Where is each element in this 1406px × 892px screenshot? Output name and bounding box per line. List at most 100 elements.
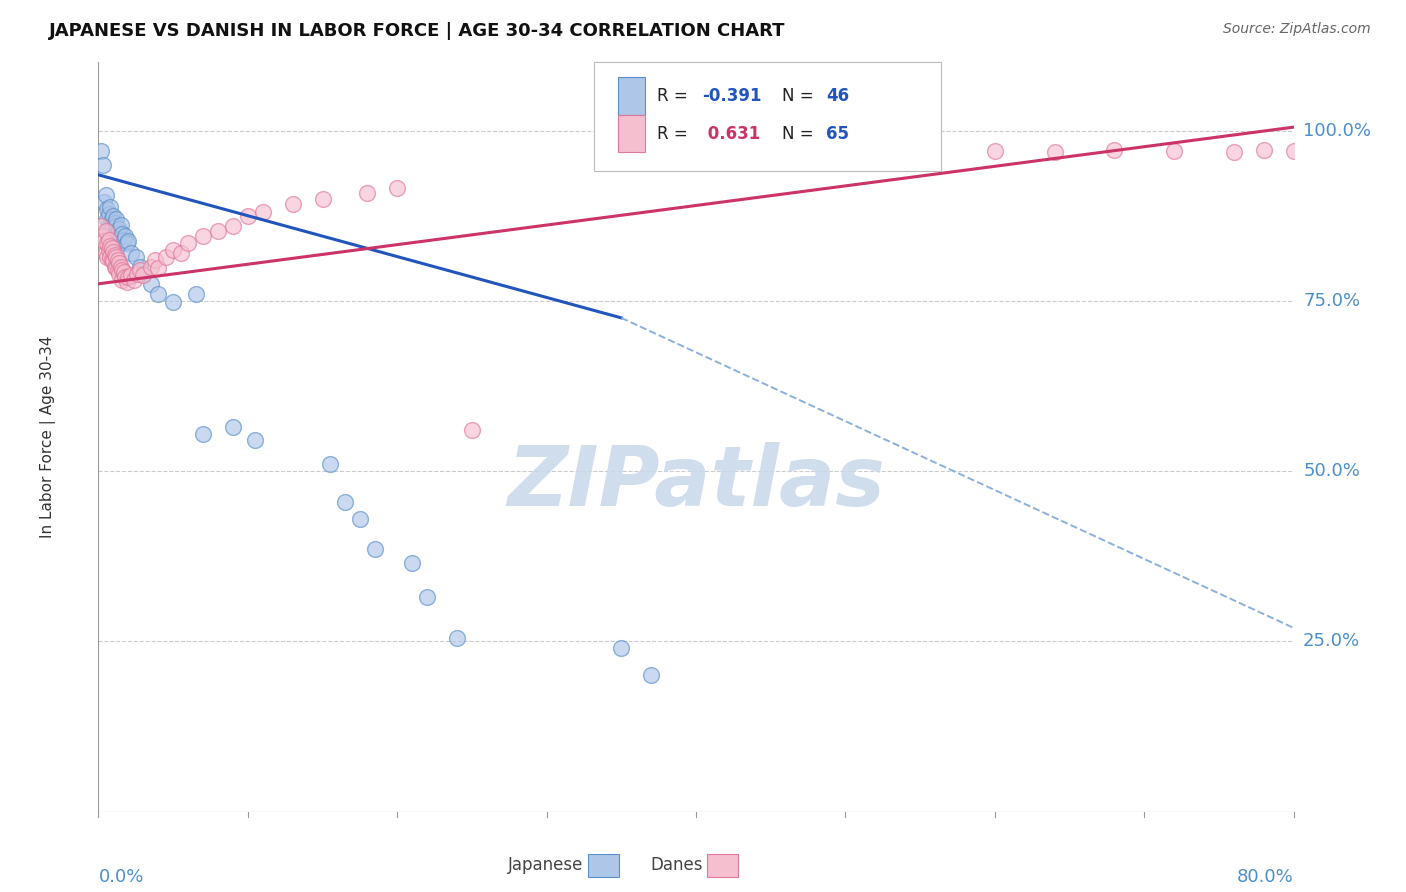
Point <box>96 235 118 250</box>
Point <box>108 222 131 236</box>
Point <box>177 235 200 250</box>
Text: -0.391: -0.391 <box>702 87 762 105</box>
Point <box>97 233 120 247</box>
Point <box>129 260 152 274</box>
Point <box>139 260 162 274</box>
Point <box>245 434 267 448</box>
Text: R =: R = <box>657 125 693 143</box>
Point <box>108 267 131 281</box>
Point <box>105 261 128 276</box>
Point <box>1163 144 1185 158</box>
Point <box>319 458 342 472</box>
Point <box>1223 145 1246 160</box>
Point <box>349 512 371 526</box>
Text: 0.0%: 0.0% <box>98 868 143 886</box>
Point <box>364 542 387 557</box>
Point <box>125 250 148 264</box>
Text: N =: N = <box>782 125 818 143</box>
Point <box>103 220 125 235</box>
Point <box>120 268 142 282</box>
Point <box>640 668 662 682</box>
Point <box>184 287 207 301</box>
Point <box>105 219 128 233</box>
Point <box>105 212 128 227</box>
Point <box>908 145 931 160</box>
Point <box>222 420 245 434</box>
Point <box>98 222 122 236</box>
Point <box>114 270 136 285</box>
Text: 0.631: 0.631 <box>702 125 761 143</box>
Point <box>1104 143 1126 157</box>
Point <box>356 186 378 201</box>
Point <box>91 229 114 244</box>
Point <box>222 219 245 233</box>
Point <box>1043 145 1066 160</box>
Point <box>236 209 259 223</box>
Point <box>1282 144 1305 158</box>
Point <box>101 252 124 267</box>
Point <box>685 143 707 157</box>
Point <box>655 145 678 160</box>
Text: Source: ZipAtlas.com: Source: ZipAtlas.com <box>1223 22 1371 37</box>
Point <box>207 224 229 238</box>
Point <box>93 234 115 248</box>
Text: 50.0%: 50.0% <box>1303 462 1360 480</box>
Point <box>112 233 135 247</box>
Point <box>94 224 117 238</box>
Point <box>117 270 139 285</box>
Point <box>333 495 356 509</box>
Point <box>93 195 115 210</box>
Point <box>155 250 177 264</box>
Point <box>91 158 114 172</box>
Text: 100.0%: 100.0% <box>1303 121 1371 139</box>
Point <box>108 256 131 270</box>
Point <box>94 246 117 260</box>
Point <box>191 229 214 244</box>
Point <box>139 277 162 291</box>
Text: Japanese: Japanese <box>508 856 583 874</box>
Point <box>132 267 155 281</box>
Point <box>111 263 134 277</box>
Point <box>111 227 134 241</box>
Point <box>610 641 633 656</box>
Point <box>714 145 737 160</box>
Point <box>416 590 439 604</box>
Point <box>94 188 117 202</box>
Point <box>461 423 484 437</box>
Point <box>97 207 120 221</box>
Text: 75.0%: 75.0% <box>1303 292 1360 310</box>
Point <box>110 218 132 232</box>
Point <box>101 212 124 227</box>
Point <box>107 263 129 277</box>
Point <box>101 241 124 255</box>
Text: Danes: Danes <box>651 856 703 874</box>
Point <box>281 197 304 211</box>
FancyBboxPatch shape <box>595 62 941 171</box>
Point <box>114 229 136 244</box>
Point <box>148 261 170 276</box>
Point <box>1253 143 1275 157</box>
Text: 65: 65 <box>827 125 849 143</box>
Point <box>120 246 142 260</box>
Point <box>385 181 409 195</box>
Text: R =: R = <box>657 87 693 105</box>
Point <box>97 243 120 257</box>
Point <box>103 209 125 223</box>
Point <box>105 250 128 264</box>
Point <box>101 219 124 233</box>
Text: In Labor Force | Age 30-34: In Labor Force | Age 30-34 <box>41 335 56 539</box>
Point <box>103 254 125 268</box>
Point <box>98 250 122 264</box>
Point <box>96 250 118 264</box>
Point <box>759 143 782 157</box>
Point <box>111 273 134 287</box>
Point <box>401 556 423 570</box>
Point <box>104 215 127 229</box>
Point <box>129 263 152 277</box>
Point <box>98 239 122 253</box>
Text: 25.0%: 25.0% <box>1303 632 1360 650</box>
Point <box>162 295 184 310</box>
Point <box>162 243 184 257</box>
Point <box>97 219 120 233</box>
Point <box>90 219 112 233</box>
